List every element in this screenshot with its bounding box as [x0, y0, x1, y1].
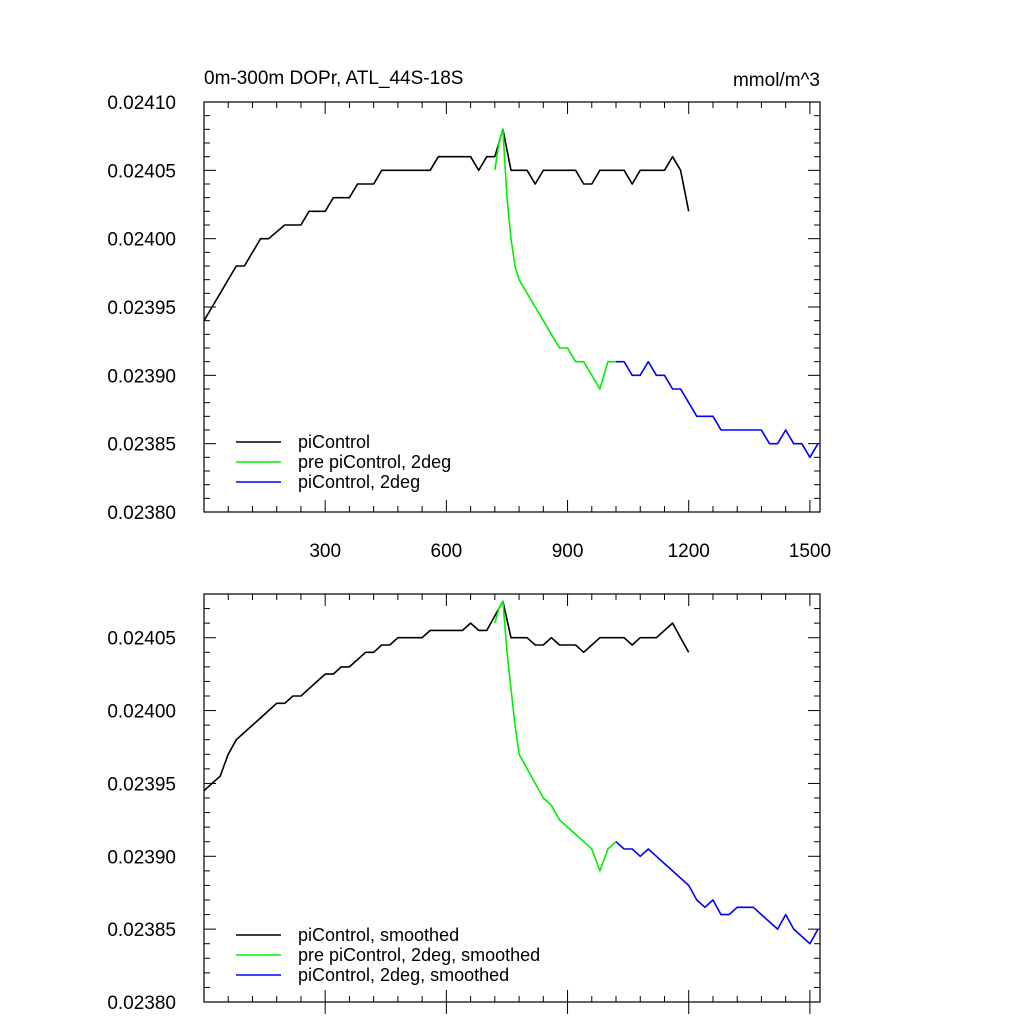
legend-label: pre piControl, 2deg: [298, 452, 451, 472]
series-group: [203, 600, 819, 945]
plot-frame: [203, 101, 821, 513]
legend-label: pre piControl, 2deg, smoothed: [298, 945, 540, 965]
series-group: [203, 128, 819, 459]
tick-group: 0.02380 0.02385 0.02390 0.02395 0.02400 0.024…: [107, 593, 820, 1014]
tick-group: 300 600 900 1200 1500 0.02380 0.02385 0.02390 0.…: [107, 93, 831, 562]
y-tick-label: 0.02380: [107, 503, 176, 524]
series-line-1: [494, 128, 616, 390]
bottom-panel: 0.02380 0.02385 0.02390 0.02395 0.02400 0.024…: [107, 593, 821, 1014]
series-line-1: [494, 600, 617, 872]
x-tick-label: 900: [552, 541, 584, 562]
y-tick-label: 0.02405: [107, 629, 176, 650]
series-line-2: [616, 360, 819, 459]
top-panel: 0m-300m DOPr, ATL_44S-18S mmol/m^3 300 60…: [107, 68, 831, 562]
series-line-0: [203, 600, 690, 792]
y-tick-label: 0.02385: [107, 435, 176, 456]
legend-label: piControl, smoothed: [298, 925, 459, 945]
series-line-0: [203, 128, 690, 322]
y-tick-label: 0.02380: [107, 993, 176, 1014]
legend-label: piControl, 2deg: [298, 472, 420, 492]
y-tick-label: 0.02410: [107, 93, 176, 114]
plot-frame: [203, 593, 821, 1003]
x-tick-label: 300: [309, 541, 341, 562]
legend-label: piControl: [298, 432, 370, 452]
y-tick-label: 0.02405: [107, 161, 176, 182]
y-tick-label: 0.02395: [107, 298, 176, 319]
x-tick-label: 1500: [789, 541, 831, 562]
y-tick-label: 0.02390: [107, 366, 176, 387]
y-tick-label: 0.02385: [107, 920, 176, 941]
y-tick-label: 0.02390: [107, 847, 176, 868]
x-tick-label: 1200: [668, 541, 710, 562]
units-label: mmol/m^3: [733, 70, 820, 91]
y-tick-label: 0.02400: [107, 230, 176, 251]
chart-title: 0m-300m DOPr, ATL_44S-18S: [204, 68, 463, 89]
y-tick-label: 0.02395: [107, 774, 176, 795]
series-line-2: [615, 841, 819, 945]
y-tick-label: 0.02400: [107, 702, 176, 723]
x-tick-label: 600: [431, 541, 463, 562]
legend-label: piControl, 2deg, smoothed: [298, 965, 509, 985]
